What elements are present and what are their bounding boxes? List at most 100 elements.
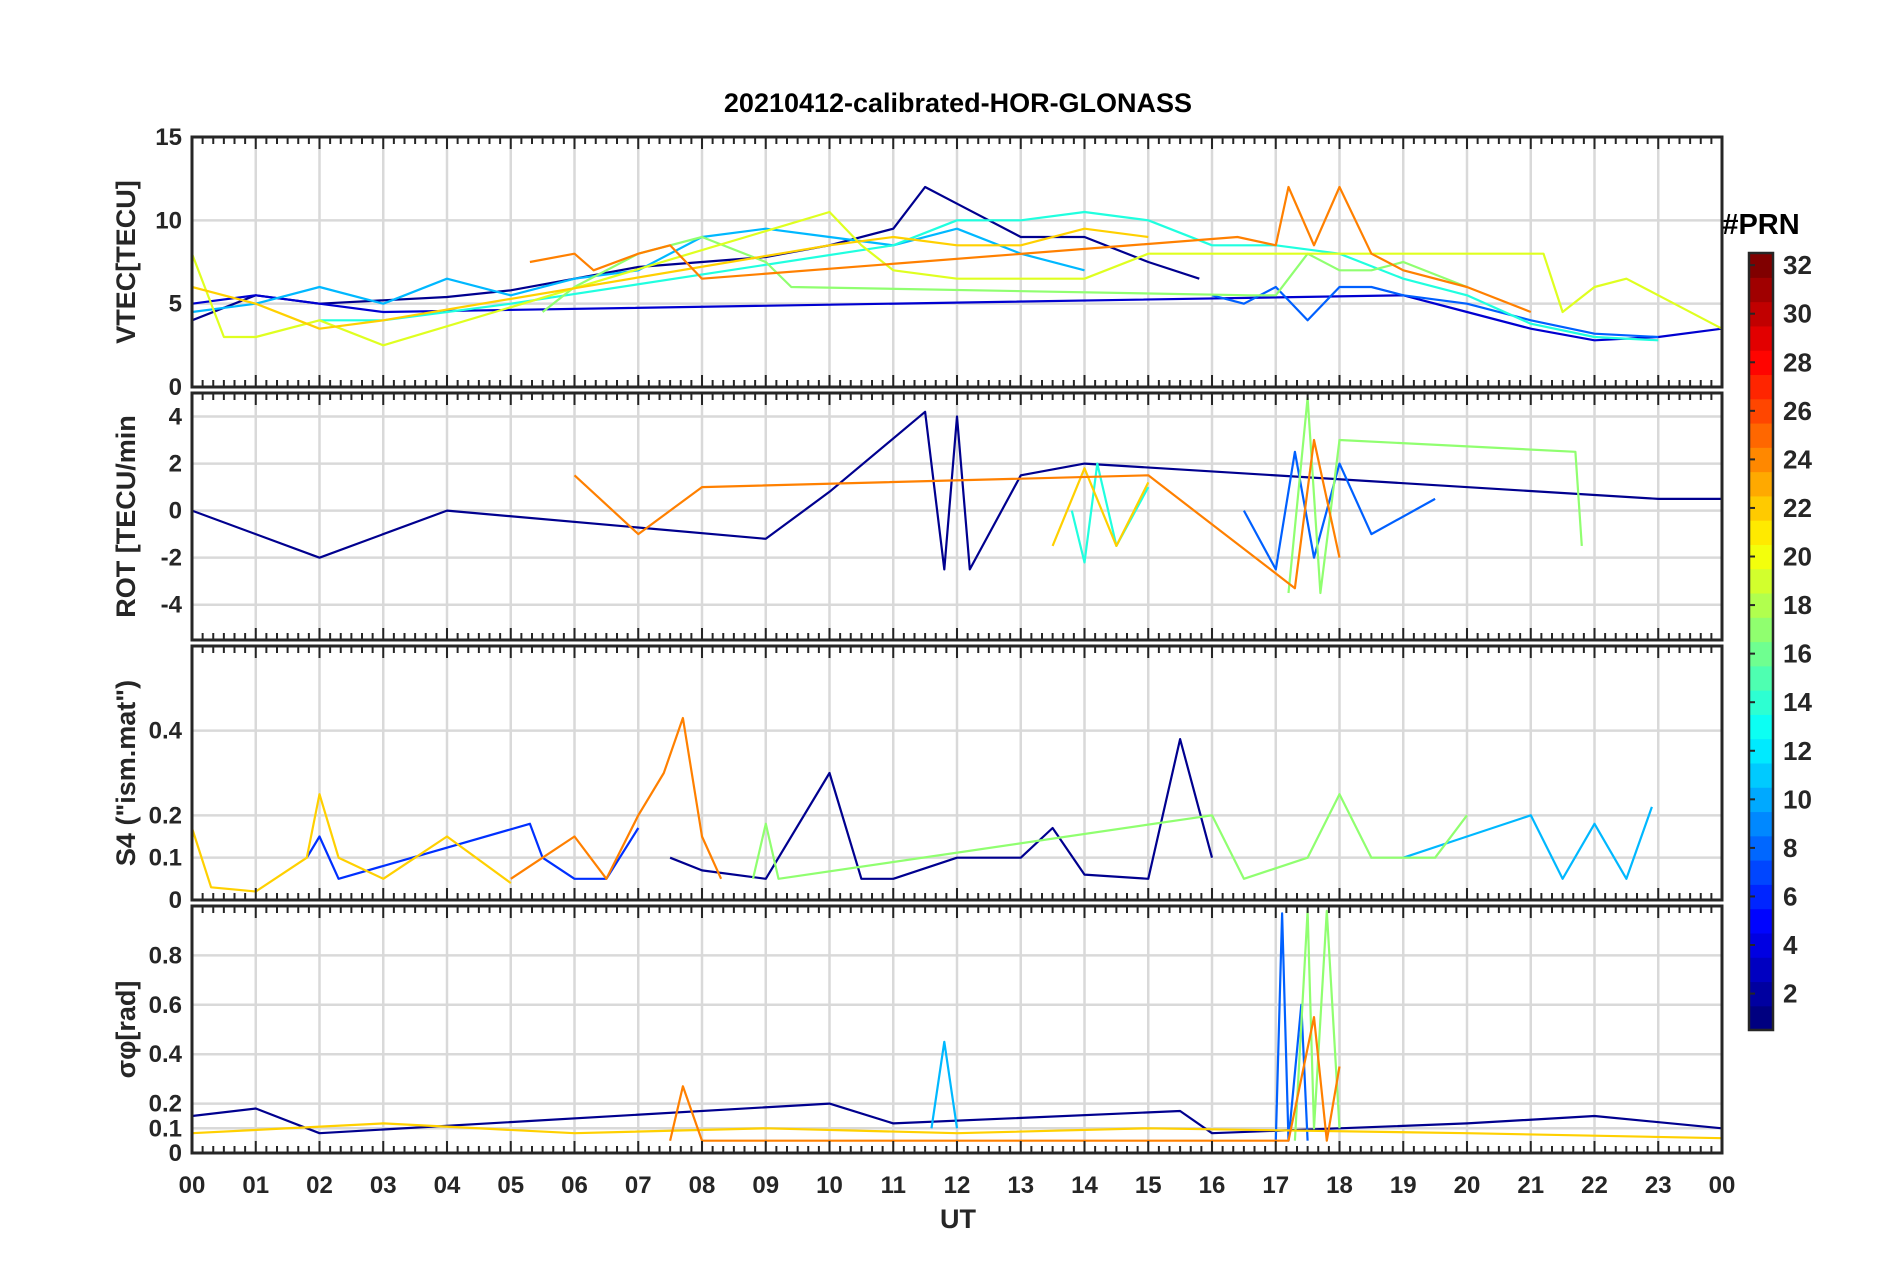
series-line-prn-2: [192, 1102, 1722, 1135]
colorbar-tick-label: 6: [1783, 881, 1797, 911]
y-axis-title: S4 ("ism.mat"): [111, 680, 141, 866]
x-tick-label: 03: [370, 1172, 397, 1199]
series-group: [192, 396, 1722, 595]
colorbar-tick-label: 26: [1783, 396, 1812, 426]
figure-title: 20210412-calibrated-HOR-GLONASS: [724, 88, 1192, 118]
colorbar-tick-label: 10: [1783, 784, 1812, 814]
colorbar-tick-label: 4: [1783, 930, 1798, 960]
y-tick-label: -4: [161, 592, 183, 619]
series-line-prn-2: [669, 737, 1214, 880]
y-axis-title: VTEC[TECU]: [111, 180, 141, 344]
series-line-prn-11: [1402, 806, 1653, 880]
colorbar-step: [1749, 957, 1773, 983]
y-tick-label: 0.8: [149, 942, 182, 969]
panel-3: 0 0.1 0.2 0.4 S4 ("ism.mat"): [111, 644, 1724, 914]
x-tick-label: 08: [689, 1172, 716, 1199]
y-tick-label: 15: [155, 124, 182, 151]
colorbar-tick-label: 8: [1783, 833, 1797, 863]
x-tick-label: 16: [1199, 1172, 1226, 1199]
series-line-prn-21: [1051, 467, 1150, 548]
x-tick-label: 02: [306, 1172, 333, 1199]
panel-4: 00.10.2 0.4 0.6 0.8 σφ[rad]: [111, 904, 1724, 1167]
colorbar-step: [1749, 422, 1773, 448]
colorbar-tick-label: 12: [1783, 736, 1812, 766]
colorbar-step: [1749, 471, 1773, 497]
y-tick-label: 0: [169, 1140, 182, 1167]
x-tick-label: 11: [881, 1172, 906, 1199]
series-line-prn-23: [529, 185, 1532, 314]
series-line-prn-8: [1211, 285, 1659, 339]
plot-border: [190, 644, 1724, 902]
colorbar-step: [1749, 568, 1773, 594]
series-line-prn-14: [319, 210, 1659, 342]
series-line-prn-21: [192, 1122, 1722, 1140]
x-tick-label: 20: [1454, 1172, 1481, 1199]
x-tick-label: 17: [1262, 1172, 1289, 1199]
series-line-prn-23: [573, 438, 1341, 590]
x-tick-label: 00: [179, 1172, 206, 1199]
colorbar-step: [1749, 277, 1773, 303]
colorbar-step: [1749, 762, 1773, 788]
x-tick-label: 01: [242, 1172, 269, 1199]
colorbar-title: #PRN: [1722, 209, 1799, 241]
panel-2: -4 -2 0 2 4 ROT [TECU/min: [111, 391, 1724, 642]
series-line-prn-6: [305, 822, 640, 880]
series-line-prn-17: [1293, 909, 1341, 1141]
colorbar-step: [1749, 617, 1773, 643]
plot-border: [190, 391, 1724, 642]
colorbar-tick-label: 30: [1783, 299, 1812, 329]
colorbar-step: [1749, 860, 1773, 885]
series-line-prn-23: [510, 716, 723, 880]
colorbar-tick-label: 16: [1783, 639, 1812, 669]
x-axis: 00 01 02 03 04 05 06 07 08 09 10 11 12 13 14 15 16 17 18 19…: [179, 1172, 1736, 1199]
y-axis-title: σφ[rad]: [111, 981, 141, 1079]
y-tick-label: 0: [169, 887, 182, 914]
y-tick-label: 5: [169, 291, 182, 318]
y-tick-label: 0.6: [149, 992, 182, 1019]
series-line-prn-23: [669, 1015, 1341, 1142]
colorbar-tick-label: 20: [1783, 542, 1812, 572]
panel-1: 0 5 10 15 VTEC[TECU]: [111, 124, 1724, 401]
y-tick-label: -2: [161, 545, 182, 572]
y-tick-label: 0: [169, 374, 182, 401]
colorbar-step: [1749, 325, 1773, 351]
colorbar-tick-label: 18: [1783, 590, 1812, 620]
series-line-prn-8: [1242, 450, 1436, 571]
colorbar-step: [1749, 665, 1773, 691]
series-line-prn-21: [192, 227, 1149, 330]
colorbar-tick-label: 28: [1783, 347, 1812, 377]
colorbar-tick-label: 14: [1783, 687, 1812, 717]
series-line-prn-16: [751, 793, 1468, 880]
x-axis-title: UT: [940, 1204, 976, 1234]
x-tick-label: 05: [497, 1172, 524, 1199]
y-axis-title: ROT [TECU/min: [111, 415, 141, 618]
series-line-prn-11: [192, 227, 1085, 314]
colorbar-tick-label: 32: [1783, 250, 1812, 280]
series-line-prn-21: [192, 793, 512, 893]
x-tick-label: 00: [1709, 1172, 1736, 1199]
series-group: [192, 909, 1722, 1142]
y-tick-label: 0.1: [149, 845, 182, 872]
colorbar-step: [1749, 811, 1773, 837]
y-tick-label: 4: [169, 404, 183, 431]
x-tick-label: 14: [1071, 1172, 1098, 1199]
colorbar-step: [1749, 520, 1773, 545]
x-tick-label: 23: [1645, 1172, 1672, 1199]
colorbar-tick-label: 24: [1783, 444, 1812, 474]
y-tick-label: 2: [169, 451, 182, 478]
colorbar-border: [1747, 251, 1775, 1032]
x-tick-label: 22: [1581, 1172, 1608, 1199]
x-tick-label: 15: [1135, 1172, 1162, 1199]
colorbar-tick-label: 2: [1783, 979, 1797, 1009]
y-tick-label: 0.1: [149, 1115, 182, 1142]
x-tick-label: 21: [1517, 1172, 1544, 1199]
colorbar-step: [1749, 714, 1773, 740]
x-tick-label: 19: [1390, 1172, 1417, 1199]
y-tick-label: 0.2: [149, 1091, 182, 1118]
x-tick-label: 07: [625, 1172, 652, 1199]
y-tick-label: 0.4: [149, 1041, 183, 1068]
y-tick-label: 0.2: [149, 802, 182, 829]
